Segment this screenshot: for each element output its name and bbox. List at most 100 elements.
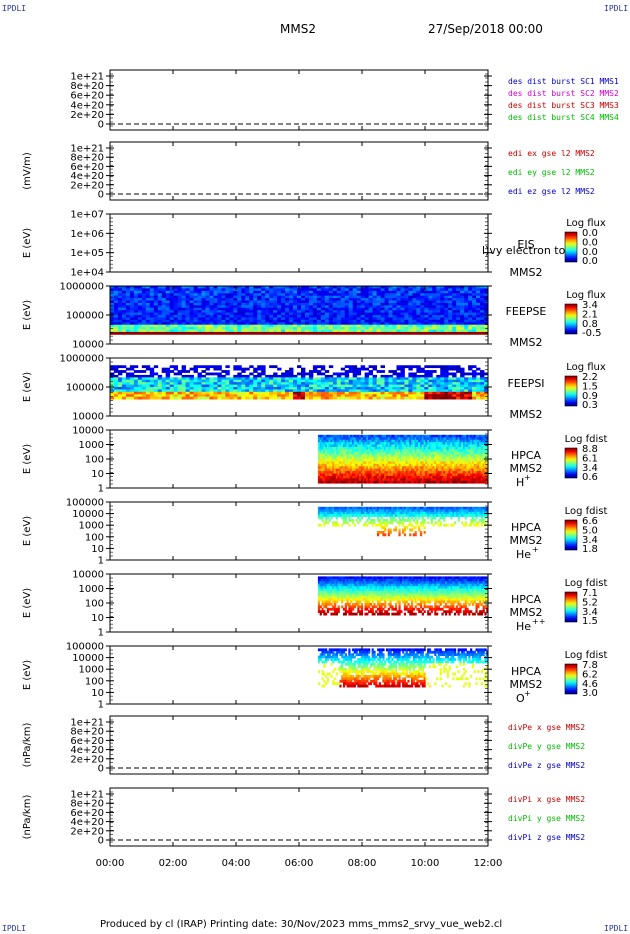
spectrogram-cell <box>300 377 306 381</box>
spectrogram-cell <box>133 312 139 316</box>
spectrogram-cell <box>424 298 429 301</box>
spectrogram-cell <box>145 305 151 309</box>
spectrogram-cell <box>394 456 398 460</box>
spectrogram-cell <box>328 473 331 477</box>
spectrogram-cell <box>444 394 449 398</box>
spectrogram-cell <box>432 327 437 330</box>
spectrogram-cell <box>484 391 489 395</box>
spectrogram-cell <box>277 389 282 393</box>
spectrogram-cell <box>316 322 322 326</box>
spectrogram-cell <box>376 310 381 313</box>
spectrogram-cell <box>412 394 417 398</box>
spectrogram-cell <box>407 439 410 443</box>
spectrogram-cell <box>197 329 202 333</box>
spectrogram-cell <box>443 466 446 470</box>
spectrogram-cell <box>437 459 441 462</box>
spectrogram-cell <box>340 295 346 299</box>
spectrogram-cell <box>409 439 412 443</box>
spectrogram-cell <box>396 449 399 453</box>
spectrogram-cell <box>125 379 131 383</box>
spectrogram-cell <box>317 446 321 450</box>
spectrogram-cell <box>439 478 442 482</box>
spectrogram-cell <box>185 379 190 383</box>
spectrogram-cell <box>384 475 387 479</box>
spectrogram-cell <box>359 475 362 479</box>
spectrogram-cell <box>335 468 338 472</box>
spectrogram-cell <box>356 324 362 328</box>
spectrogram-cell <box>321 449 324 453</box>
spectrogram-cell <box>457 442 460 445</box>
spectrogram-cell <box>273 327 278 330</box>
spectrogram-cell <box>181 295 186 299</box>
spectrogram-cell <box>165 286 171 289</box>
spectrogram-cell <box>356 310 362 313</box>
spectrogram-cell <box>328 295 334 299</box>
y-tick-label: 8e+20 <box>70 153 104 164</box>
spectrogram-cell <box>403 442 407 445</box>
spectrogram-cell <box>388 288 393 292</box>
spectrogram-cell <box>261 365 266 369</box>
spectrogram-cell <box>308 302 314 306</box>
spectrogram-cell <box>153 329 159 333</box>
spectrogram-cell <box>398 456 401 460</box>
spectrogram-cell <box>412 389 417 393</box>
spectrogram-cell <box>205 396 210 400</box>
spectrogram-cell <box>326 442 330 445</box>
spectrogram-cell <box>459 434 462 438</box>
spectrogram-cell <box>419 471 423 474</box>
spectrogram-cell <box>404 387 409 390</box>
spectrogram-cell <box>261 389 266 393</box>
spectrogram-cell <box>398 480 401 484</box>
spectrogram-cell <box>297 331 302 335</box>
spectrogram-cell <box>197 384 202 388</box>
spectrogram-cell <box>352 286 358 289</box>
spectrogram-cell <box>316 389 322 393</box>
spectrogram-cell <box>371 454 374 457</box>
spectrogram-cell <box>396 468 399 472</box>
spectrogram-cell <box>421 473 424 477</box>
spectrogram-cell <box>380 293 385 297</box>
spectrogram-cell <box>445 471 448 474</box>
spectrogram-cell <box>265 394 270 398</box>
spectrogram-cell <box>312 370 318 373</box>
spectrogram-cell <box>457 478 460 482</box>
spectrogram-cell <box>368 329 374 333</box>
spectrogram-cell <box>157 293 163 297</box>
spectrogram-cell <box>289 394 294 398</box>
spectrogram-cell <box>434 437 437 441</box>
spectrogram-cell <box>269 365 274 369</box>
spectrogram-cell <box>408 382 413 385</box>
spectrogram-cell <box>213 319 218 323</box>
spectrogram-cell <box>113 379 119 383</box>
spectrogram-cell <box>285 317 290 321</box>
spectrogram-cell <box>113 293 119 297</box>
spectrogram-cell <box>245 288 250 292</box>
spectrogram-cell <box>241 286 246 289</box>
spectrogram-cell <box>384 473 387 477</box>
spectrogram-cell <box>436 374 441 378</box>
spectrogram-cell <box>460 302 465 306</box>
spectrogram-cell <box>285 298 290 301</box>
spectrogram-cell <box>197 302 202 306</box>
spectrogram-cell <box>300 317 306 321</box>
spectrogram-cell <box>375 463 378 467</box>
spectrogram-cell <box>412 473 415 477</box>
spectrogram-cell <box>480 290 485 294</box>
spectrogram-cell <box>217 300 222 304</box>
spectrogram-cell <box>339 468 342 472</box>
spectrogram-cell <box>472 382 477 385</box>
spectrogram-cell <box>389 439 392 443</box>
spectrogram-cell <box>185 288 190 292</box>
spectrogram-cell <box>430 459 433 462</box>
spectrogram-cell <box>153 384 159 388</box>
spectrogram-cell <box>141 377 147 381</box>
spectrogram-cell <box>382 478 385 482</box>
spectrogram-cell <box>141 290 147 294</box>
spectrogram-cell <box>340 286 346 289</box>
spectrogram-cell <box>418 456 421 460</box>
spectrogram-cell <box>452 451 455 455</box>
spectrogram-cell <box>249 322 254 326</box>
spectrogram-cell <box>380 298 385 301</box>
spectrogram-cell <box>453 434 457 438</box>
spectrogram-cell <box>428 387 433 390</box>
